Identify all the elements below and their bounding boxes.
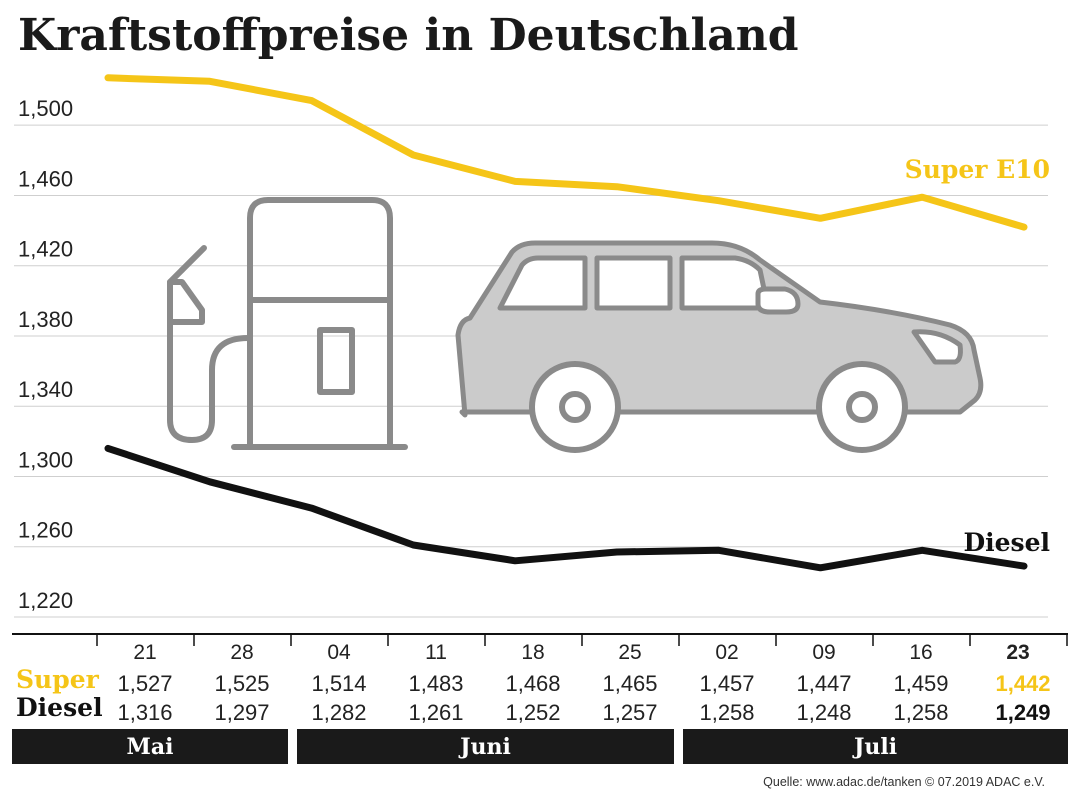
fuel-pump-icon [167,197,408,450]
series-line-diesel [104,444,1028,572]
x-axis-ticks: 21 28 04 11 18 25 02 09 16 23 [96,634,1068,664]
y-tick-label: 1,340 [18,377,73,402]
month-bar: Mai Juni Juli [12,729,1068,764]
series-label-diesel: Diesel [963,528,1050,557]
y-tick-label: 1,500 [18,96,73,121]
y-tick-label: 1,260 [18,518,73,543]
y-tick-label: 1,300 [18,447,73,472]
series-lines [104,74,1028,572]
x-tick-label: 16 [909,641,932,664]
x-tick-label: 09 [812,641,835,664]
month-bar-mai [12,729,288,764]
value-table: 1,527 1,525 1,514 1,483 1,468 1,465 1,457 1,447… [117,671,1050,725]
data-label-diesel: 1,297 [214,700,269,725]
month-label: Juni [458,734,511,760]
data-label-diesel: 1,282 [311,700,366,725]
data-label-diesel: 1,252 [505,700,560,725]
source-note: Quelle: www.adac.de/tanken © 07.2019 ADA… [763,775,1045,789]
row-label-super: Super [16,665,100,694]
x-tick-label: 04 [327,641,351,664]
x-tick-label: 23 [1006,641,1029,664]
data-label-super: 1,465 [602,671,657,696]
x-tick-label: 28 [230,641,253,664]
data-label-super: 1,468 [505,671,560,696]
data-label-diesel: 1,257 [602,700,657,725]
data-label-diesel: 1,258 [699,700,754,725]
y-tick-label: 1,460 [18,166,73,191]
chart-title: Kraftstoffpreise in Deutschland [18,10,799,61]
data-label-diesel: 1,249 [995,700,1050,725]
data-label-diesel: 1,261 [408,700,463,725]
x-tick-label: 18 [521,641,544,664]
series-label-super-e10: Super E10 [905,155,1050,184]
data-label-super: 1,457 [699,671,754,696]
month-bar-juni [297,729,674,764]
y-tick-label: 1,420 [18,237,73,262]
x-tick-label: 25 [618,641,641,664]
x-tick-label: 11 [425,641,447,664]
data-label-super: 1,525 [214,671,269,696]
data-label-super: 1,527 [117,671,172,696]
data-label-super: 1,459 [893,671,948,696]
car-icon [455,240,984,453]
y-tick-label: 1,380 [18,307,73,332]
x-tick-label: 21 [133,641,156,664]
month-label: Juli [852,734,897,760]
y-axis-ticks: 1,220 1,260 1,300 1,340 1,380 1,420 1,460 1,500 [18,96,73,613]
data-label-diesel: 1,248 [796,700,851,725]
month-bar-juli [683,729,1068,764]
data-label-super: 1,483 [408,671,463,696]
data-label-super: 1,514 [311,671,366,696]
row-label-diesel: Diesel [16,693,103,722]
data-label-diesel: 1,316 [117,700,172,725]
data-label-super: 1,447 [796,671,851,696]
data-label-diesel: 1,258 [893,700,948,725]
series-line-super-e10 [104,74,1028,231]
data-label-super: 1,442 [995,671,1050,696]
y-tick-label: 1,220 [18,588,73,613]
month-label: Mai [127,734,174,760]
x-tick-label: 02 [715,641,738,664]
